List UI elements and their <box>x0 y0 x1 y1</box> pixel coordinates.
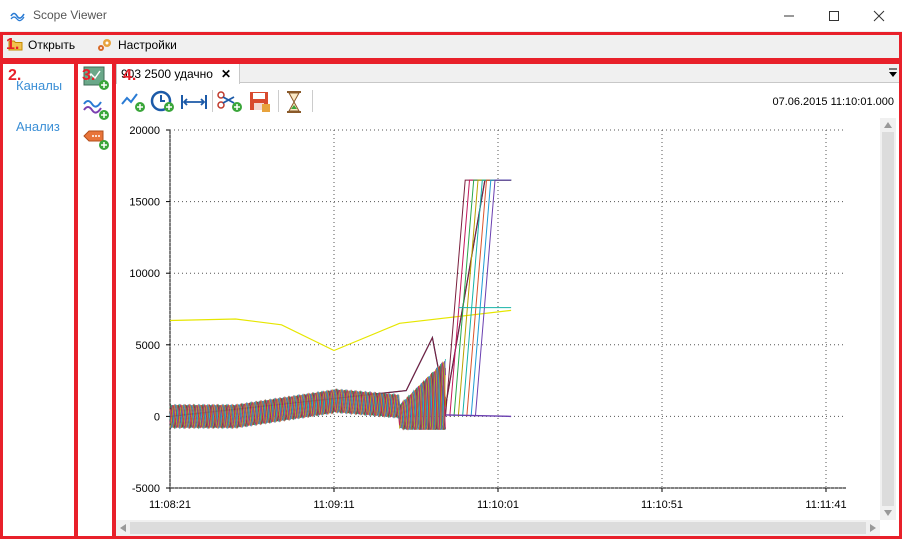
app-wave-icon <box>10 12 25 22</box>
vertical-scroll-thumb[interactable] <box>882 132 894 506</box>
ramp-trace <box>474 179 512 417</box>
x-tick-label: 11:10:51 <box>641 499 683 511</box>
scroll-right-icon[interactable] <box>870 524 876 532</box>
y-tick-label: 20000 <box>129 125 160 137</box>
annotation-box-tools <box>75 61 116 539</box>
tool-column <box>78 62 116 539</box>
y-tick-label: 15000 <box>129 197 160 209</box>
title-bar: Scope Viewer <box>0 0 902 31</box>
nav-channels[interactable]: Каналы <box>16 78 63 93</box>
scroll-down-icon[interactable] <box>884 510 892 516</box>
toolbar-separator <box>278 90 279 112</box>
tab-overflow-icon[interactable] <box>888 68 898 78</box>
toolbar-separator <box>312 90 313 112</box>
y-tick-label: 0 <box>154 411 160 423</box>
menu-settings[interactable]: Настройки <box>96 36 177 54</box>
fit-width-icon[interactable] <box>180 92 208 112</box>
minimize-button[interactable] <box>766 0 812 31</box>
series-line-0 <box>169 309 512 352</box>
tab-label: 903 2500 удачно <box>121 66 213 81</box>
chart-toolbar: 07.06.2015 11:10:01.000 <box>116 84 902 118</box>
oscillation-trace <box>169 360 446 431</box>
x-tick-label: 11:09:11 <box>313 499 354 511</box>
menu-settings-label: Настройки <box>118 38 177 52</box>
oscillation-trace <box>169 362 446 431</box>
annotation-label-4: 4. <box>123 67 137 84</box>
left-nav: Каналы Анализ <box>0 62 76 539</box>
folder-open-icon <box>8 40 23 51</box>
save-icon[interactable] <box>248 90 272 114</box>
scroll-left-icon[interactable] <box>120 524 126 532</box>
menu-bar: Открыть Настройки <box>0 31 902 58</box>
gears-icon <box>98 39 111 51</box>
vertical-scrollbar[interactable] <box>880 118 896 520</box>
x-axis-ticks: 11:08:21 11:09:11 11:10:01 11:10:51 11:11:41 <box>149 488 847 511</box>
menu-open[interactable]: Открыть <box>8 36 75 54</box>
add-time-icon[interactable] <box>150 90 176 114</box>
minimize-icon <box>784 15 794 16</box>
annotation-label-1: 1. <box>6 36 20 53</box>
scope-chart[interactable]: 20000 15000 10000 5000 0 -5000 11:08:21 11:09:… <box>116 118 880 520</box>
add-trace-icon[interactable] <box>121 90 147 114</box>
y-tick-label: -5000 <box>132 483 160 495</box>
maximize-icon <box>829 10 839 21</box>
y-tick-label: 10000 <box>129 268 160 280</box>
y-axis-ticks: 20000 15000 10000 5000 0 -5000 <box>129 125 170 495</box>
chart-datestamp: 07.06.2015 11:10:01.000 <box>772 96 894 108</box>
hourglass-icon[interactable] <box>284 90 304 114</box>
y-tick-label: 5000 <box>136 340 160 352</box>
x-tick-label: 11:08:21 <box>149 499 191 511</box>
annotation-box-nav <box>0 61 77 539</box>
close-tab-icon[interactable]: ✕ <box>220 66 232 81</box>
annotation-box-menu <box>0 32 902 61</box>
x-tick-label: 11:10:01 <box>477 499 519 511</box>
nav-analysis[interactable]: Анализ <box>16 119 60 134</box>
menu-open-label: Открыть <box>28 38 76 52</box>
annotation-label-2: 2. <box>8 67 22 84</box>
horizontal-scroll-thumb[interactable] <box>130 522 866 534</box>
cut-add-icon[interactable] <box>216 90 244 114</box>
annotation-box-chart <box>112 61 902 539</box>
tab-strip <box>116 62 902 83</box>
maximize-button[interactable] <box>811 0 857 31</box>
add-signal-icon[interactable] <box>83 96 111 122</box>
annotation-label-3: 3. <box>82 67 96 84</box>
scroll-up-icon[interactable] <box>884 122 892 128</box>
close-button[interactable] <box>856 0 902 31</box>
oscillation-bundle <box>169 359 446 431</box>
window-title: Scope Viewer <box>33 8 107 22</box>
x-tick-label: 11:11:41 <box>805 499 846 511</box>
toolbar-separator <box>212 90 213 112</box>
horizontal-scrollbar[interactable] <box>116 520 880 536</box>
add-chart-icon[interactable] <box>83 66 111 92</box>
close-icon <box>873 10 885 21</box>
baseline-trace <box>445 414 512 418</box>
add-tag-icon[interactable] <box>83 128 111 152</box>
